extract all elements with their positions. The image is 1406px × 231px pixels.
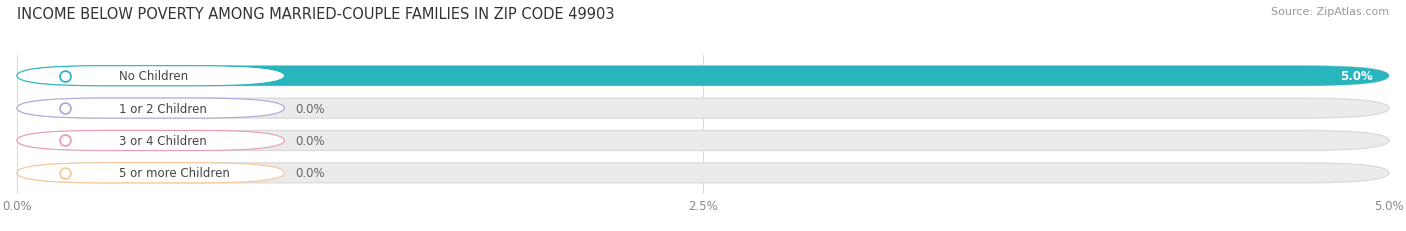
Text: INCOME BELOW POVERTY AMONG MARRIED-COUPLE FAMILIES IN ZIP CODE 49903: INCOME BELOW POVERTY AMONG MARRIED-COUPL…	[17, 7, 614, 22]
Text: 1 or 2 Children: 1 or 2 Children	[118, 102, 207, 115]
Text: 0.0%: 0.0%	[295, 167, 325, 179]
FancyBboxPatch shape	[17, 66, 284, 86]
Text: No Children: No Children	[118, 70, 187, 83]
FancyBboxPatch shape	[17, 131, 1389, 151]
FancyBboxPatch shape	[17, 163, 284, 183]
FancyBboxPatch shape	[17, 99, 1389, 119]
Text: 5 or more Children: 5 or more Children	[118, 167, 229, 179]
Text: 5.0%: 5.0%	[1340, 70, 1372, 83]
FancyBboxPatch shape	[17, 163, 1389, 183]
Text: 0.0%: 0.0%	[295, 102, 325, 115]
Text: 3 or 4 Children: 3 or 4 Children	[118, 134, 207, 147]
FancyBboxPatch shape	[17, 66, 1389, 86]
FancyBboxPatch shape	[17, 131, 284, 151]
FancyBboxPatch shape	[17, 99, 284, 119]
Text: Source: ZipAtlas.com: Source: ZipAtlas.com	[1271, 7, 1389, 17]
Text: 0.0%: 0.0%	[295, 134, 325, 147]
FancyBboxPatch shape	[17, 66, 1389, 86]
